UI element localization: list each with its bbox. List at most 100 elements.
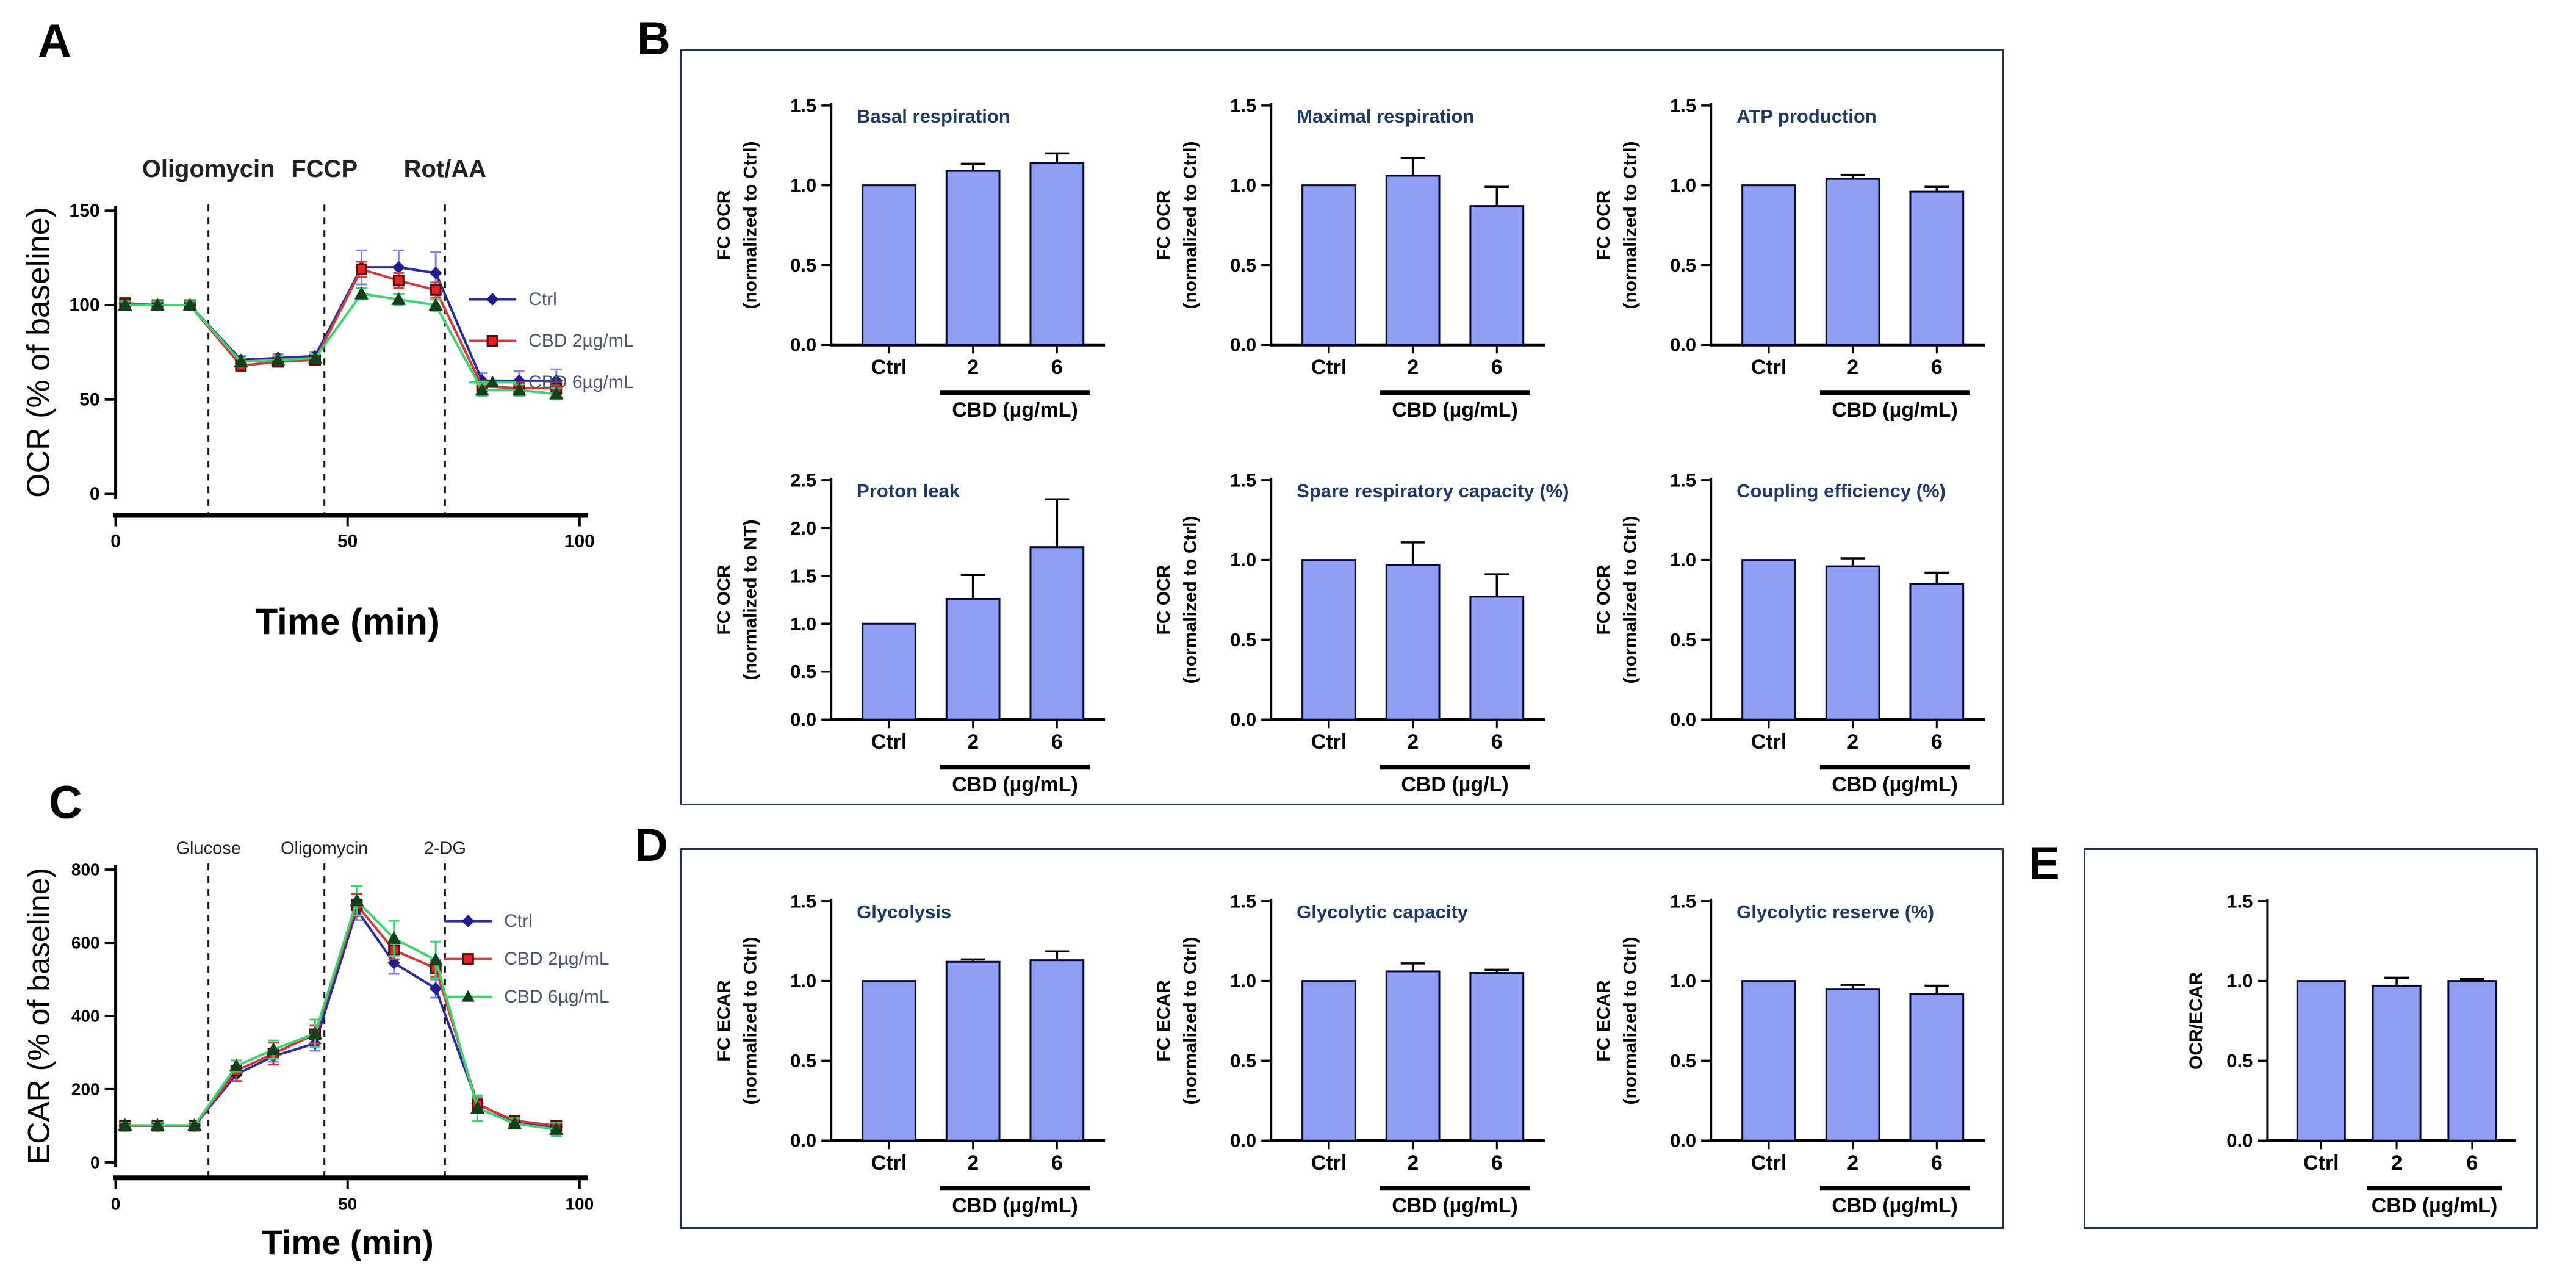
svg-text:Time (min): Time (min) [262,1223,434,1261]
svg-text:ECAR (% of baseline): ECAR (% of baseline) [21,868,56,1164]
svg-text:0.5: 0.5 [790,1050,816,1071]
panel-label-a: A [38,15,71,67]
svg-text:150: 150 [70,201,100,221]
panel-b-box: 0.0 0.5 1.0 1.5 FC OCR (normalized to Ctrl) Ba… [680,49,2004,805]
ocr-line-chart: Oligomycin FCCP Rot/AA 0 50 100 150 0 50 100 OCR (… [21,156,633,642]
svg-text:6: 6 [1051,1151,1063,1175]
svg-text:0.0: 0.0 [2226,1130,2253,1151]
svg-text:Ctrl: Ctrl [1311,730,1347,754]
svg-text:CBD (µg/L): CBD (µg/L) [1401,773,1508,796]
svg-text:100: 100 [70,295,100,315]
svg-text:2.5: 2.5 [790,469,816,491]
svg-text:0.5: 0.5 [1670,1050,1696,1071]
glycolytic-capacity-bar-chart: 0.0 0.5 1.0 1.5 FC ECAR (normalized to Ctrl) G… [1154,890,1545,1217]
svg-text:100: 100 [564,531,595,552]
svg-text:1.0: 1.0 [1670,175,1696,196]
svg-text:0: 0 [110,531,121,552]
svg-text:CBD (µg/mL): CBD (µg/mL) [1832,773,1958,796]
svg-text:FC ECAR: FC ECAR [1594,980,1614,1062]
svg-text:0.5: 0.5 [1230,254,1256,276]
svg-text:100: 100 [565,1194,594,1213]
svg-text:CBD 6µg/mL: CBD 6µg/mL [528,372,633,392]
svg-text:Basal respiration: Basal respiration [857,106,1010,127]
panel-e-box: 0.0 0.5 1.0 1.5 OCR/ECAR Ctrl 2 6 CBD (µg/mL) [2084,848,2538,1229]
svg-text:FC OCR: FC OCR [714,190,734,260]
svg-text:6: 6 [1051,730,1063,754]
svg-text:Oligomycin: Oligomycin [281,839,368,859]
svg-text:2: 2 [967,356,979,379]
svg-text:Ctrl: Ctrl [1311,1151,1347,1175]
svg-text:OCR (% of baseline): OCR (% of baseline) [21,207,56,498]
basal-respiration-bar-chart: 0.0 0.5 1.0 1.5 FC OCR (normalized to Ctrl) Ba… [714,95,1106,422]
svg-text:0.5: 0.5 [1230,1050,1256,1071]
svg-text:0.0: 0.0 [1230,1130,1256,1151]
panel-d-box: 0.0 0.5 1.0 1.5 FC ECAR (normalized to Ctrl) G… [680,848,2004,1229]
svg-text:FC ECAR: FC ECAR [1154,980,1174,1062]
svg-text:FCCP: FCCP [291,156,358,182]
svg-text:Glycolytic reserve (%): Glycolytic reserve (%) [1736,901,1934,923]
svg-text:0.0: 0.0 [790,334,816,356]
svg-text:0.5: 0.5 [1230,629,1256,650]
svg-text:1.5: 1.5 [1230,890,1256,912]
svg-text:(normalized to Ctrl): (normalized to Ctrl) [741,142,761,309]
svg-text:FC OCR: FC OCR [1594,564,1614,635]
svg-text:Glycolytic capacity: Glycolytic capacity [1297,901,1469,923]
svg-text:0.5: 0.5 [790,254,816,276]
svg-text:0.5: 0.5 [790,661,816,682]
svg-text:1.5: 1.5 [1670,95,1696,116]
svg-text:0.0: 0.0 [1670,709,1696,730]
svg-text:ATP production: ATP production [1736,106,1877,127]
svg-text:0.0: 0.0 [1230,709,1256,730]
svg-text:0.0: 0.0 [1670,1130,1696,1151]
svg-text:CBD (µg/mL): CBD (µg/mL) [1832,398,1958,422]
svg-text:1.5: 1.5 [790,95,816,116]
svg-text:(normalized to Ctrl): (normalized to Ctrl) [1181,142,1201,309]
glycolytic-reserve-bar-chart: 0.0 0.5 1.0 1.5 FC ECAR (normalized to Ctrl) G… [1594,890,1985,1217]
coupling-efficiency-bar-chart: 0.0 0.5 1.0 1.5 FC OCR (normalized to Ctrl) Co… [1594,469,1985,796]
svg-text:6: 6 [1931,1151,1943,1175]
svg-text:50: 50 [338,1194,357,1213]
svg-text:Ctrl: Ctrl [1751,356,1787,379]
svg-text:0: 0 [90,1153,100,1172]
svg-text:0.5: 0.5 [2226,1050,2253,1071]
svg-text:FC OCR: FC OCR [1154,564,1174,635]
svg-text:2-DG: 2-DG [424,839,466,859]
svg-text:Ctrl: Ctrl [1751,730,1787,754]
svg-text:0.5: 0.5 [1670,254,1696,276]
svg-text:Spare respiratory capacity (%): Spare respiratory capacity (%) [1297,480,1569,502]
panel-label-e: E [2029,838,2060,890]
svg-text:(normalized to NT): (normalized to NT) [741,519,761,680]
svg-text:0.0: 0.0 [1230,334,1256,356]
svg-text:(normalized to Ctrl): (normalized to Ctrl) [1621,937,1641,1105]
svg-text:2: 2 [2391,1151,2403,1175]
svg-text:6: 6 [1051,356,1063,379]
svg-text:2: 2 [967,1151,979,1175]
svg-text:Ctrl: Ctrl [1751,1151,1787,1175]
svg-text:Glycolysis: Glycolysis [857,901,951,923]
svg-text:1.5: 1.5 [1230,469,1256,491]
panel-label-b: B [637,13,671,65]
svg-text:CBD (µg/mL): CBD (µg/mL) [1832,1194,1958,1217]
svg-text:CBD 2µg/mL: CBD 2µg/mL [528,331,633,351]
svg-text:1.5: 1.5 [1670,890,1696,912]
svg-text:2: 2 [1847,730,1858,754]
svg-text:6: 6 [2466,1151,2478,1175]
svg-text:1.0: 1.0 [790,613,816,635]
svg-text:FC OCR: FC OCR [714,564,734,635]
atp-production-bar-chart: 0.0 0.5 1.0 1.5 FC OCR (normalized to Ctrl) AT… [1594,95,1985,422]
svg-text:Proton leak: Proton leak [857,480,960,502]
svg-text:Maximal respiration: Maximal respiration [1297,106,1474,127]
svg-text:2: 2 [1407,1151,1419,1175]
svg-text:CBD (µg/mL): CBD (µg/mL) [952,773,1078,796]
ecar-line-chart: Glucose Oligomycin 2-DG 0 200 400 600 800 0 50 100… [21,839,609,1261]
svg-text:1.0: 1.0 [1670,549,1696,571]
svg-text:FC OCR: FC OCR [1594,190,1614,260]
proton-leak-bar-chart: 0.0 0.5 1.0 1.5 2.0 2.5 FC OCR (normalized to N… [714,469,1106,796]
svg-text:1.5: 1.5 [1230,95,1256,116]
svg-text:CBD 6µg/mL: CBD 6µg/mL [504,987,609,1007]
svg-text:CBD (µg/mL): CBD (µg/mL) [1392,398,1518,422]
svg-text:OCR/ECAR: OCR/ECAR [2186,972,2206,1070]
svg-text:CBD (µg/mL): CBD (µg/mL) [952,1194,1078,1217]
svg-text:0.5: 0.5 [1670,629,1696,650]
